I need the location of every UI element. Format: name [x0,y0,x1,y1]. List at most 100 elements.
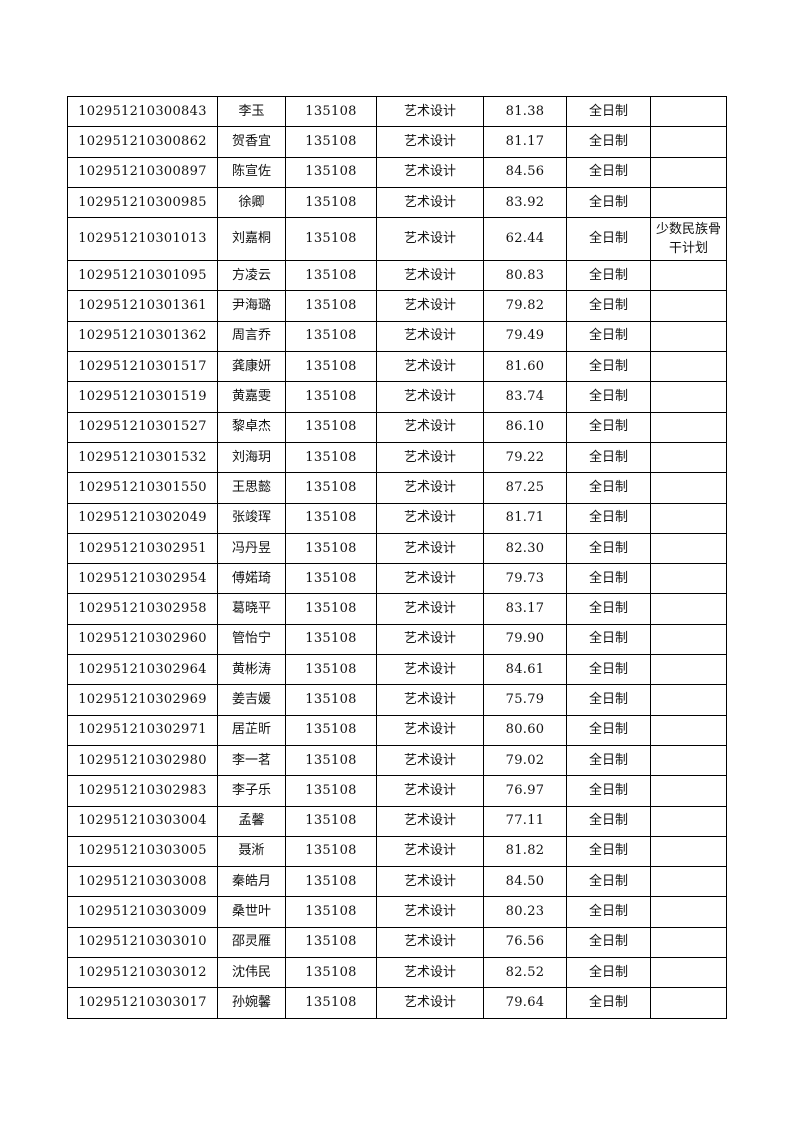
candidate-id-cell: 102951210302951 [67,532,218,565]
score-cell: 62.44 [483,217,567,262]
name-cell: 黄嘉雯 [217,381,286,413]
candidate-id-cell: 102951210303010 [67,926,218,959]
major-name-cell: 艺术设计 [376,441,484,474]
table-row: 102951210301361 尹海璐 135108 艺术设计 79.82 全日制 [67,290,727,322]
name-cell: 刘海玥 [217,441,286,474]
major-code-cell: 135108 [285,684,377,716]
major-code-cell: 135108 [285,654,377,686]
study-mode-cell: 全日制 [566,623,651,656]
study-mode-cell: 全日制 [566,563,651,595]
table-row: 102951210302980 李一茗 135108 艺术设计 79.02 全日制 [67,744,727,777]
note-cell [650,926,727,959]
major-name-cell: 艺术设计 [376,532,484,565]
study-mode-cell: 全日制 [566,835,651,868]
candidate-id-cell: 102951210301550 [67,472,218,504]
note-cell [650,684,727,716]
table-row: 102951210303012 沈伟民 135108 艺术设计 82.52 全日制 [67,957,727,989]
major-name-cell: 艺术设计 [376,351,484,383]
study-mode-cell: 全日制 [566,260,651,292]
major-name-cell: 艺术设计 [376,684,484,716]
score-cell: 82.52 [483,957,567,989]
note-cell [650,411,727,443]
major-code-cell: 135108 [285,775,377,807]
score-cell: 80.60 [483,714,567,746]
note-cell [650,714,727,746]
major-name-cell: 艺术设计 [376,957,484,989]
major-name-cell: 艺术设计 [376,896,484,928]
major-name-cell: 艺术设计 [376,126,484,158]
table-row: 102951210303008 秦皓月 135108 艺术设计 84.50 全日制 [67,866,727,898]
score-cell: 83.74 [483,381,567,413]
score-cell: 84.50 [483,866,567,898]
name-cell: 尹海璐 [217,290,286,322]
table-row: 102951210301519 黄嘉雯 135108 艺术设计 83.74 全日制 [67,381,727,413]
table-row: 102951210303017 孙婉馨 135108 艺术设计 79.64 全日制 [67,987,727,1019]
table-row: 102951210303009 桑世叶 135108 艺术设计 80.23 全日制 [67,896,727,928]
score-cell: 87.25 [483,472,567,504]
score-cell: 80.23 [483,896,567,928]
major-name-cell: 艺术设计 [376,744,484,777]
major-name-cell: 艺术设计 [376,260,484,292]
name-cell: 徐卿 [217,186,286,219]
table-row: 102951210302954 傅婼琦 135108 艺术设计 79.73 全日制 [67,563,727,595]
candidate-id-cell: 102951210301517 [67,351,218,383]
candidate-id-cell: 102951210300897 [67,156,218,188]
score-cell: 84.56 [483,156,567,188]
table-row: 102951210300843 李玉 135108 艺术设计 81.38 全日制 [67,95,727,128]
major-code-cell: 135108 [285,290,377,322]
study-mode-cell: 全日制 [566,351,651,383]
table-row: 102951210301013 刘嘉桐 135108 艺术设计 62.44 全日制 少数民族… [67,217,727,262]
study-mode-cell: 全日制 [566,957,651,989]
note-cell [650,623,727,656]
note-cell [650,775,727,807]
candidate-id-cell: 102951210300843 [67,95,218,128]
table-row: 102951210300985 徐卿 135108 艺术设计 83.92 全日制 [67,186,727,219]
candidate-id-cell: 102951210303012 [67,957,218,989]
study-mode-cell: 全日制 [566,126,651,158]
name-cell: 方凌云 [217,260,286,292]
candidate-id-cell: 102951210303009 [67,896,218,928]
major-name-cell: 艺术设计 [376,411,484,443]
note-cell [650,654,727,686]
candidate-id-cell: 102951210302983 [67,775,218,807]
major-code-cell: 135108 [285,563,377,595]
name-cell: 贺香宜 [217,126,286,158]
note-cell [650,95,727,128]
name-cell: 管怡宁 [217,623,286,656]
name-cell: 居芷昕 [217,714,286,746]
name-cell: 陈宣佐 [217,156,286,188]
name-cell: 秦皓月 [217,866,286,898]
major-code-cell: 135108 [285,896,377,928]
score-cell: 79.02 [483,744,567,777]
candidate-id-cell: 102951210303004 [67,805,218,837]
score-cell: 83.17 [483,593,567,625]
score-cell: 79.64 [483,987,567,1019]
major-code-cell: 135108 [285,126,377,158]
study-mode-cell: 全日制 [566,186,651,219]
major-code-cell: 135108 [285,532,377,565]
name-cell: 李子乐 [217,775,286,807]
major-name-cell: 艺术设计 [376,805,484,837]
table-row: 102951210302983 李子乐 135108 艺术设计 76.97 全日制 [67,775,727,807]
score-cell: 79.22 [483,441,567,474]
score-cell: 79.73 [483,563,567,595]
note-cell [650,260,727,292]
major-name-cell: 艺术设计 [376,775,484,807]
note-cell [650,186,727,219]
major-code-cell: 135108 [285,987,377,1019]
candidate-id-cell: 102951210301532 [67,441,218,474]
note-cell [650,320,727,353]
study-mode-cell: 全日制 [566,866,651,898]
name-cell: 王思懿 [217,472,286,504]
candidate-id-cell: 102951210303008 [67,866,218,898]
table-body: 102951210300843 李玉 135108 艺术设计 81.38 全日制 10295… [67,95,727,1019]
study-mode-cell: 全日制 [566,532,651,565]
score-cell: 79.82 [483,290,567,322]
table-row: 102951210301517 龚康妍 135108 艺术设计 81.60 全日制 [67,351,727,383]
candidate-id-cell: 102951210302958 [67,593,218,625]
major-code-cell: 135108 [285,714,377,746]
major-name-cell: 艺术设计 [376,156,484,188]
name-cell: 龚康妍 [217,351,286,383]
major-code-cell: 135108 [285,593,377,625]
major-code-cell: 135108 [285,186,377,219]
